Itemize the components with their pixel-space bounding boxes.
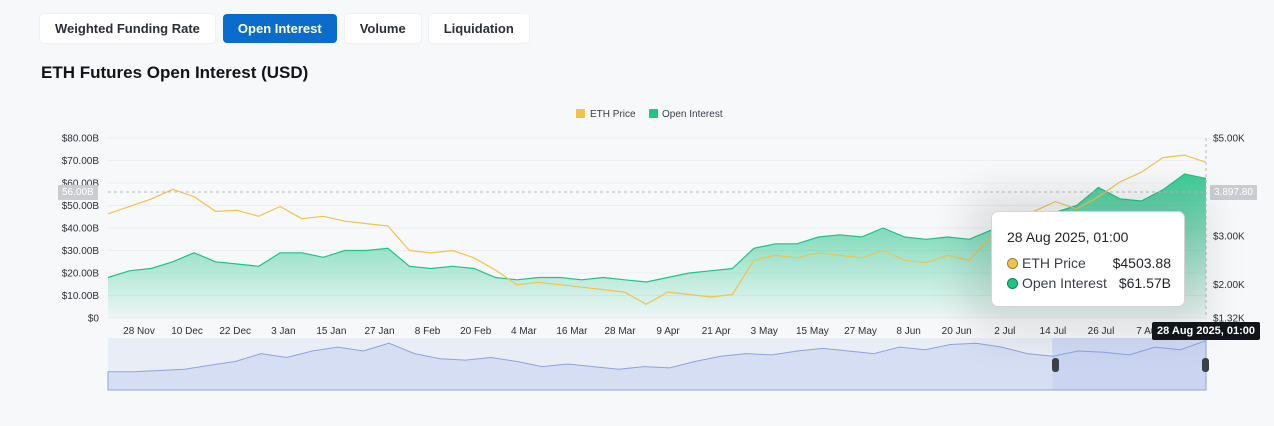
x-tick-label: 27 May <box>844 326 877 337</box>
crosshair-label-left: 56.00B <box>58 185 98 200</box>
x-tick-label: 15 May <box>796 326 829 337</box>
tooltip-dot-eth-price <box>1007 257 1018 269</box>
x-tick-label: 20 Feb <box>460 326 492 337</box>
x-tick-label: 28 Nov <box>123 326 155 337</box>
y-left-tick-label: $50.00B <box>62 201 100 212</box>
open-interest-area <box>108 174 1206 318</box>
tooltip-label-eth-price: ETH Price <box>1022 255 1086 271</box>
x-tick-label: 2 Jul <box>994 326 1015 337</box>
y-right-tick-label: $1.32K <box>1213 314 1245 325</box>
y-right-tick-label: $5.00K <box>1213 134 1245 145</box>
tooltip-date: 28 Aug 2025, 01:00 <box>1007 229 1129 245</box>
legend-label-open-interest[interactable]: Open Interest <box>662 109 723 120</box>
tab-bar: Weighted Funding Rate Open Interest Volu… <box>40 14 529 43</box>
x-tick-label: 8 Feb <box>415 326 441 337</box>
y-left-tick-label: $10.00B <box>62 291 100 302</box>
x-tick-label: 22 Dec <box>219 326 251 337</box>
tooltip-label-open-interest: Open Interest <box>1022 275 1107 291</box>
x-tick-label: 16 Mar <box>556 326 588 337</box>
legend-swatch-open-interest[interactable] <box>649 109 658 118</box>
x-tick-label: 28 Mar <box>604 326 636 337</box>
y-left-tick-label: $30.00B <box>62 246 100 257</box>
x-tick-label: 8 Jun <box>896 326 920 337</box>
x-tick-label: 9 Apr <box>656 326 680 337</box>
navigator-area <box>107 339 1207 391</box>
y-right-tick-label: $3.00K <box>1213 231 1245 242</box>
y-left-tick-label: $80.00B <box>62 134 100 145</box>
x-tick-label: 3 Jan <box>271 326 295 337</box>
x-tick-label: 21 Apr <box>702 326 732 337</box>
chart-legend: ETH Price Open Interest <box>576 109 723 120</box>
x-tick-label: 26 Jul <box>1088 326 1115 337</box>
tooltip-row-open-interest: Open Interest $61.57B <box>1007 275 1171 291</box>
y-left-tick-label: $20.00B <box>62 269 100 280</box>
tooltip-value-open-interest: $61.57B <box>1118 275 1171 291</box>
x-tick-label: 15 Jan <box>316 326 346 337</box>
x-tick-label: 3 May <box>751 326 778 337</box>
navigator-handle-right[interactable] <box>1202 358 1209 372</box>
navigator-handle-left[interactable] <box>1052 358 1059 372</box>
x-tick-label: 10 Dec <box>171 326 203 337</box>
y-left-tick-label: $40.00B <box>62 224 100 235</box>
tab-volume[interactable]: Volume <box>344 14 421 43</box>
crosshair-label-x: 28 Aug 2025, 01:00 <box>1152 322 1261 340</box>
x-tick-label: 27 Jan <box>364 326 394 337</box>
x-tick-label: 14 Jul <box>1040 326 1067 337</box>
y-axis-left: $80.00B $70.00B $60.00B $50.00B $40.00B $30.0… <box>62 134 100 325</box>
tooltip-row-eth-price: ETH Price $4503.88 <box>1007 255 1171 271</box>
legend-swatch-eth-price[interactable] <box>576 109 585 118</box>
crosshair-label-right: 3,897.80 <box>1210 185 1257 200</box>
tab-liquidation[interactable]: Liquidation <box>428 14 529 43</box>
legend-label-eth-price[interactable]: ETH Price <box>590 109 636 120</box>
y-axis-right: $5.00K $3.00K $2.00K $1.32K <box>1213 134 1245 325</box>
tooltip-value-eth-price: $4503.88 <box>1112 255 1171 271</box>
y-left-tick-label: $0 <box>88 314 100 325</box>
y-left-tick-label: $70.00B <box>62 156 100 167</box>
tooltip-dot-open-interest <box>1007 277 1018 289</box>
chart-title: ETH Futures Open Interest (USD) <box>41 63 309 82</box>
tab-weighted-funding-rate[interactable]: Weighted Funding Rate <box>40 14 215 43</box>
x-tick-label: 7 Aug <box>1136 326 1162 337</box>
x-axis: 28 Nov 10 Dec 22 Dec 3 Jan 15 Jan 27 Jan 8 Feb… <box>123 326 1162 337</box>
y-left-tick-label: $60.00B <box>62 179 100 190</box>
x-tick-label: 4 Mar <box>511 326 537 337</box>
chart-tooltip: 28 Aug 2025, 01:00 ETH Price $4503.88 Op… <box>992 212 1184 306</box>
x-tick-label: 20 Jun <box>942 326 972 337</box>
y-right-tick-label: $2.00K <box>1213 280 1245 291</box>
tab-open-interest[interactable]: Open Interest <box>222 14 337 43</box>
